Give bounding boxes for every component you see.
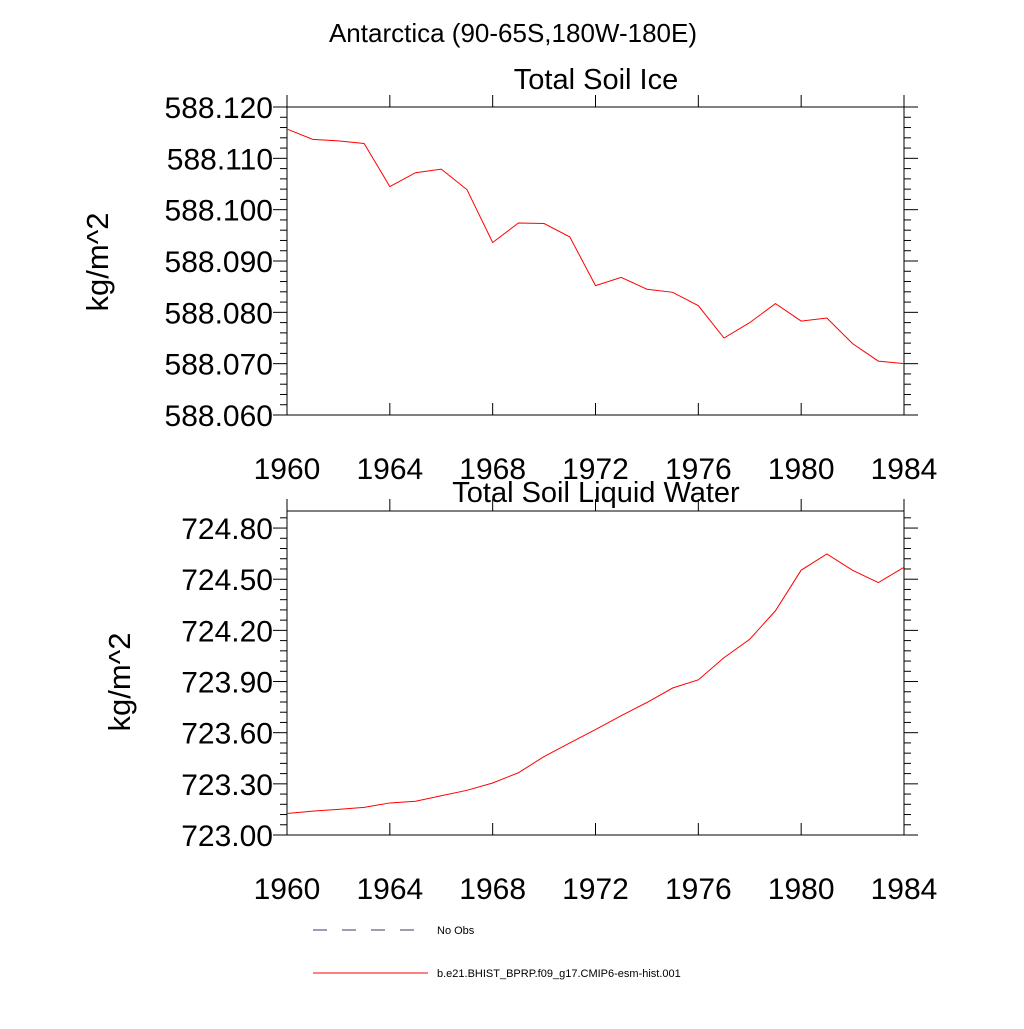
soil-ice-xtick-label: 1960: [254, 453, 321, 486]
figure-suptitle: Antarctica (90-65S,180W-180E): [329, 18, 697, 48]
soil-liquid-title: Total Soil Liquid Water: [452, 477, 740, 509]
soil-liquid-ytick-label: 723.60: [181, 718, 273, 751]
legend: No Obs b.e21.BHIST_BPRP.f09_g17.CMIP6-es…: [313, 925, 681, 980]
soil-liquid-xtick-label: 1960: [254, 873, 321, 906]
soil-ice-xtick-label: 1964: [356, 453, 423, 486]
soil-ice-xtick-label: 1980: [768, 453, 835, 486]
soil-liquid-series-line: [286, 553, 905, 815]
soil-liquid-ytick-label: 724.80: [181, 513, 273, 546]
soil-ice-ytick-label: 588.100: [165, 195, 273, 228]
soil-ice-xtick-label: 1968: [459, 453, 526, 486]
soil-ice-ylabel: kg/m^2: [80, 213, 115, 312]
soil-liquid-xtick-label: 1972: [562, 873, 629, 906]
soil-ice-ytick-label: 588.090: [165, 246, 273, 279]
soil-ice-plot: 1960 1964 1968 1972 1976 1980 1984 588.060 588.0…: [165, 92, 938, 486]
soil-liquid-ytick-label: 724.20: [181, 615, 273, 648]
soil-ice-ytick-label: 588.120: [165, 92, 273, 125]
legend-no-obs-label: No Obs: [437, 925, 475, 937]
soil-liquid-xtick-label: 1976: [665, 873, 732, 906]
soil-liquid-frame: [286, 510, 905, 836]
soil-liquid-panel: Total Soil Liquid Water kg/m^2 1960 1964 1…: [102, 477, 937, 906]
soil-ice-panel: Total Soil Ice kg/m^2 1960 1964 1968 1972 19…: [80, 64, 937, 486]
soil-ice-ytick-label: 588.060: [165, 400, 273, 433]
soil-liquid-ylabel: kg/m^2: [102, 633, 137, 732]
soil-liquid-plot: 1960 1964 1968 1972 1976 1980 1984 723.00 723.30…: [181, 499, 937, 906]
soil-ice-xtick-label: 1984: [871, 453, 938, 486]
soil-ice-ytick-label: 588.080: [165, 297, 273, 330]
soil-ice-frame: [286, 106, 905, 416]
soil-liquid-ytick-label: 724.50: [181, 564, 273, 597]
legend-model-label: b.e21.BHIST_BPRP.f09_g17.CMIP6-esm-hist.…: [437, 968, 681, 980]
soil-liquid-ytick-label: 723.30: [181, 769, 273, 802]
soil-liquid-xtick-label: 1984: [871, 873, 938, 906]
soil-ice-ytick-label: 588.070: [165, 349, 273, 382]
soil-liquid-ytick-label: 723.90: [181, 667, 273, 700]
soil-ice-ytick-label: 588.110: [167, 143, 273, 176]
soil-ice-title: Total Soil Ice: [514, 64, 678, 96]
soil-liquid-ytick-label: 723.00: [181, 820, 273, 853]
soil-ice-xtick-label: 1972: [562, 453, 629, 486]
soil-ice-xtick-label: 1976: [665, 453, 732, 486]
soil-liquid-xtick-label: 1964: [356, 873, 423, 906]
soil-liquid-xtick-label: 1968: [459, 873, 526, 906]
soil-liquid-xtick-label: 1980: [768, 873, 835, 906]
soil-ice-series-line: [286, 128, 905, 365]
